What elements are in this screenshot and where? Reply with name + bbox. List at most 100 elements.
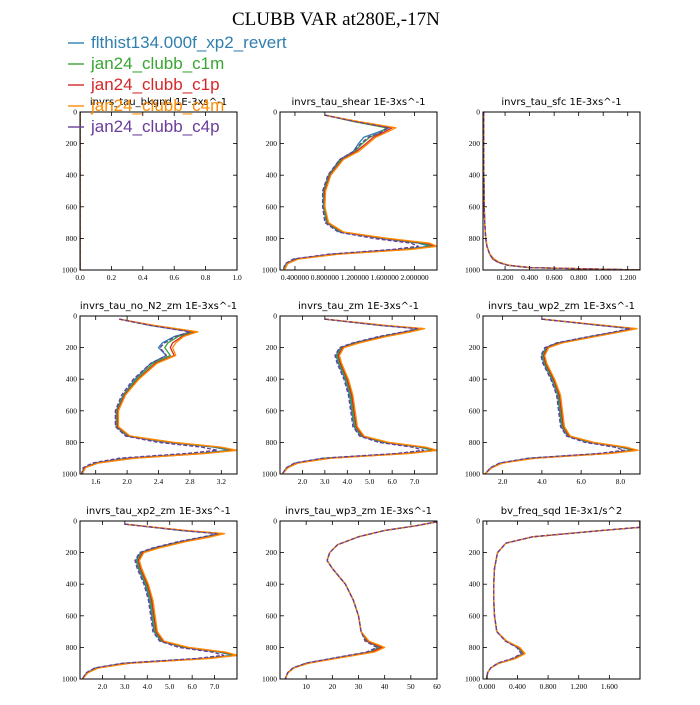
series-line-4 <box>483 112 640 270</box>
plot-frame <box>79 520 238 680</box>
series-line-3 <box>486 521 640 679</box>
legend-entry-4: jan24_clubb_c4m <box>68 96 224 115</box>
series-line-5 <box>483 112 640 270</box>
x-tick-label: 1.600 <box>601 682 618 691</box>
x-tick-label: 7.0 <box>410 477 420 486</box>
y-tick-label: 0 <box>273 517 277 526</box>
panel-title: bv_freq_sqd 1E-3x1/s^2 <box>501 506 623 517</box>
y-tick-label: 0 <box>476 108 480 117</box>
x-tick-label: 1.600000 <box>371 273 399 282</box>
y-tick-label: 400 <box>66 580 78 589</box>
x-tick-label: 0.8 <box>201 273 211 282</box>
x-tick-label: 30 <box>355 682 363 691</box>
panel-title: invrs_tau_wp3_zm 1E-3xs^-1 <box>285 506 432 517</box>
figure-title: CLUBB VAR at280E,-17N <box>232 9 440 30</box>
y-tick-label: 0 <box>73 312 77 321</box>
y-tick-label: 600 <box>469 406 481 415</box>
y-tick-label: 800 <box>266 643 278 652</box>
x-tick-label: 40 <box>381 682 389 691</box>
y-tick-label: 600 <box>266 406 278 415</box>
y-tick-label: 800 <box>66 438 78 447</box>
x-tick-label: 0.600 <box>546 273 563 282</box>
series-line-1 <box>284 521 437 679</box>
panel-6: invrs_tau_wp2_zm 1E-3xs^-1 0 200 400 600 800 1… <box>465 301 641 486</box>
panel-title: invrs_tau_sfc 1E-3xs^-1 <box>501 97 621 108</box>
series-group <box>281 318 437 474</box>
y-tick-label: 600 <box>266 611 278 620</box>
x-tick-label: 1.200 <box>619 273 636 282</box>
series-group <box>81 523 237 679</box>
x-tick-label: 6.0 <box>576 477 586 486</box>
x-tick-label: 4.0 <box>343 477 353 486</box>
y-tick-label: 600 <box>66 406 78 415</box>
legend-label: jan24_clubb_c4m <box>90 96 224 115</box>
y-tick-label: 200 <box>469 343 481 352</box>
x-tick-label: 0.800000 <box>311 273 339 282</box>
panel-title: invrs_tau_shear 1E-3xs^-1 <box>292 97 426 108</box>
y-tick-label: 200 <box>66 548 78 557</box>
series-group <box>80 318 237 474</box>
y-tick-label: 800 <box>66 234 78 243</box>
x-tick-label: 0.0 <box>75 273 85 282</box>
series-line-4 <box>281 318 437 474</box>
series-line-2 <box>486 521 640 679</box>
x-tick-label: 20 <box>329 682 337 691</box>
series-line-5 <box>81 523 225 679</box>
x-tick-label: 0.2 <box>107 273 117 282</box>
x-tick-label: 0.000 <box>478 682 495 691</box>
y-tick-label: 200 <box>266 343 278 352</box>
series-line-5 <box>486 521 640 679</box>
series-group <box>484 318 639 474</box>
panel-title: invrs_tau_no_N2_zm 1E-3xs^-1 <box>80 301 237 312</box>
y-tick-label: 0 <box>273 312 277 321</box>
x-tick-label: 10 <box>302 682 310 691</box>
x-tick-label: 0.800 <box>570 273 587 282</box>
series-line-5 <box>484 318 631 474</box>
series-line-4 <box>81 318 237 474</box>
series-line-4 <box>484 318 639 474</box>
plot-frame <box>79 111 238 271</box>
y-tick-label: 200 <box>469 139 481 148</box>
series-line-5 <box>284 521 437 679</box>
series-line-1 <box>483 112 640 270</box>
x-tick-label: 4.0 <box>537 477 547 486</box>
y-tick-label: 600 <box>266 202 278 211</box>
x-tick-label: 2.4 <box>154 477 164 486</box>
series-group <box>284 521 437 679</box>
y-tick-label: 1000 <box>62 470 77 479</box>
y-tick-label: 800 <box>66 643 78 652</box>
y-tick-label: 600 <box>469 611 481 620</box>
x-tick-label: 2.0 <box>98 682 108 691</box>
series-line-5 <box>282 114 419 270</box>
y-tick-label: 400 <box>469 171 481 180</box>
series-line-4 <box>284 521 437 679</box>
y-tick-label: 1000 <box>262 470 277 479</box>
x-tick-label: 0.4 <box>138 273 148 282</box>
x-tick-label: 0.6 <box>170 273 180 282</box>
y-tick-label: 400 <box>66 375 78 384</box>
x-tick-label: 1.000 <box>595 273 612 282</box>
x-tick-label: 4.0 <box>143 682 153 691</box>
series-line-5 <box>281 318 425 474</box>
x-tick-label: 5.0 <box>165 682 175 691</box>
y-tick-label: 400 <box>266 375 278 384</box>
x-tick-label: 3.2 <box>217 477 227 486</box>
y-tick-label: 1000 <box>62 675 77 684</box>
plot-frame <box>482 520 641 680</box>
y-tick-label: 200 <box>66 343 78 352</box>
panel-7: invrs_tau_xp2_zm 1E-3xs^-1 0 200 400 600 800 1… <box>62 506 238 691</box>
panel-3: invrs_tau_sfc 1E-3xs^-1 0 200 400 600 800 1000… <box>465 97 641 282</box>
series-line-2 <box>284 521 437 679</box>
legend-entry-5: jan24_clubb_c4p <box>68 117 220 136</box>
y-tick-label: 0 <box>273 108 277 117</box>
series-line-4 <box>486 521 640 679</box>
panel-1: invrs_tau_bkgnd 1E-3xs^-1 0 200 400 600 800 10… <box>62 97 242 282</box>
y-tick-label: 0 <box>73 108 77 117</box>
series-line-4 <box>283 114 437 270</box>
x-tick-label: 5.0 <box>365 477 375 486</box>
y-tick-label: 800 <box>266 438 278 447</box>
x-tick-label: 50 <box>407 682 415 691</box>
y-tick-label: 800 <box>469 234 481 243</box>
y-tick-label: 800 <box>469 643 481 652</box>
y-tick-label: 200 <box>266 139 278 148</box>
